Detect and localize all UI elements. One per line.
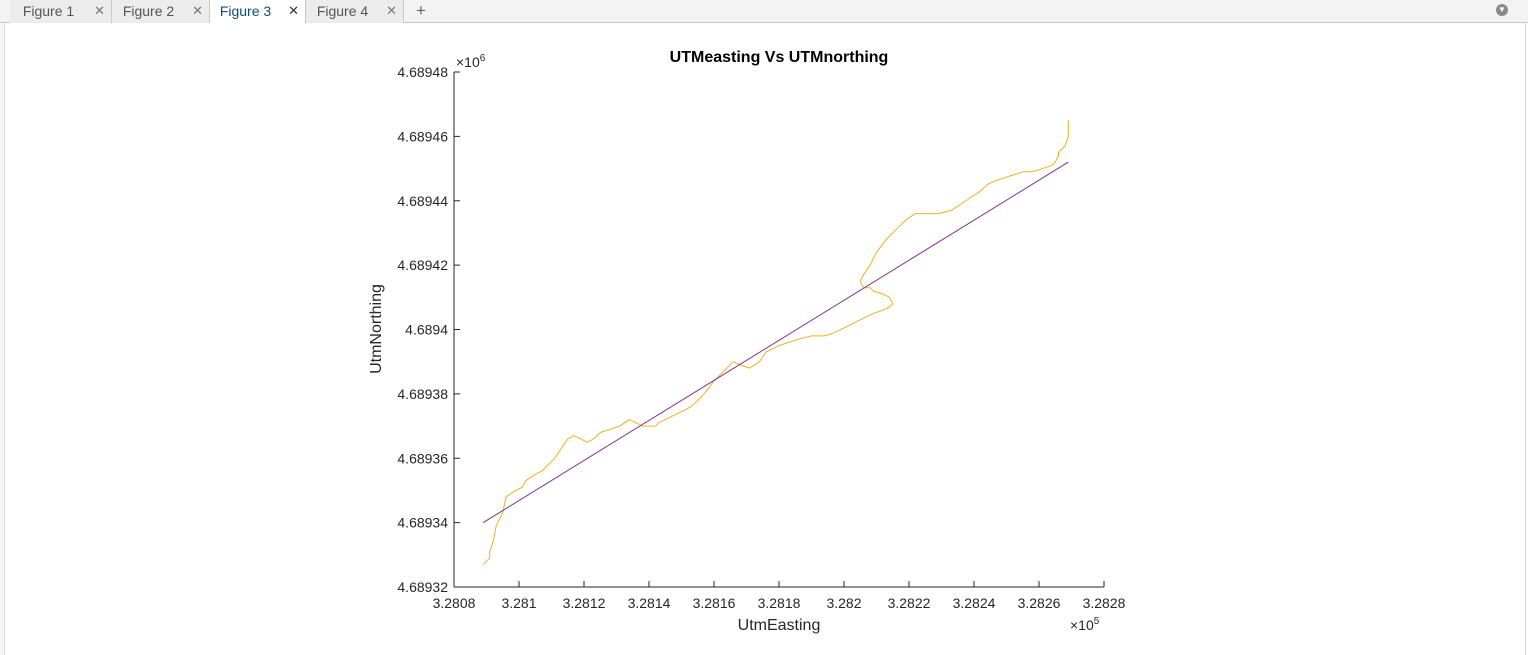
y-tick-label: 4.68936	[397, 450, 448, 466]
x-tick-label: 3.2814	[628, 595, 671, 611]
y-tick-label: 4.68946	[397, 128, 448, 144]
x-axis-multiplier-base: ×10	[1070, 617, 1094, 633]
y-axis-multiplier: ×106	[456, 53, 486, 70]
y-axis-multiplier-base: ×10	[456, 54, 480, 70]
y-tick-label: 4.68932	[397, 579, 448, 595]
tab-figure-2[interactable]: Figure 2 ✕	[112, 0, 210, 23]
x-tick-label: 3.281	[501, 595, 536, 611]
plus-icon[interactable]: +	[416, 1, 426, 20]
left-panel-edge	[0, 23, 5, 655]
close-icon[interactable]: ✕	[386, 3, 397, 18]
chevron-down-icon[interactable]: ▼	[1496, 4, 1508, 16]
tab-figure-4[interactable]: Figure 4 ✕	[306, 0, 404, 23]
x-tick-label: 3.2828	[1083, 595, 1126, 611]
y-axis-label: UtmNorthing	[368, 284, 385, 374]
x-tick-label: 3.2818	[758, 595, 801, 611]
y-tick-label: 4.68948	[397, 64, 448, 80]
close-icon[interactable]: ✕	[94, 3, 105, 18]
y-tick-label: 4.6894	[405, 322, 448, 338]
chart-title: UTMeasting Vs UTMnorthing	[670, 49, 889, 66]
series-line-track	[482, 120, 1069, 565]
tab-figure-1[interactable]: Figure 1 ✕	[10, 0, 112, 23]
x-tick-label: 3.2826	[1018, 595, 1061, 611]
x-tick-label: 3.2822	[888, 595, 931, 611]
close-icon[interactable]: ✕	[288, 3, 299, 18]
series-line-fit	[482, 161, 1069, 524]
tab-label: Figure 1	[22, 3, 75, 19]
x-tick-label: 3.2808	[433, 595, 476, 611]
y-tick-label: 4.68934	[397, 515, 448, 531]
right-panel-edge	[1525, 23, 1528, 655]
close-icon[interactable]: ✕	[192, 3, 203, 18]
y-tick-label: 4.68942	[397, 257, 448, 273]
y-tick-label: 4.68944	[397, 193, 448, 209]
x-tick-label: 3.2816	[693, 595, 736, 611]
y-tick-label: 4.68938	[397, 386, 448, 402]
tab-label: Figure 3	[219, 3, 272, 19]
figure-tab-bar: Figure 1 ✕ Figure 2 ✕ Figure 3 ✕ Figure …	[0, 0, 1528, 24]
tick-layer: 3.2808 3.281 3.2812 3.2814 3.2816 3.2818 3.282…	[397, 64, 1125, 611]
tab-label: Figure 4	[316, 3, 369, 19]
y-axis-multiplier-exponent: 6	[480, 53, 486, 64]
tab-label: Figure 2	[122, 3, 175, 19]
x-tick-label: 3.2824	[953, 595, 996, 611]
x-tick-label: 3.282	[826, 595, 861, 611]
x-axis-multiplier-exponent: 5	[1094, 616, 1100, 627]
x-axis-multiplier: ×105	[1070, 616, 1100, 633]
series-layer	[482, 120, 1069, 565]
tab-figure-3[interactable]: Figure 3 ✕	[210, 0, 306, 24]
x-axis-label: UtmEasting	[738, 617, 821, 634]
x-tick-label: 3.2812	[563, 595, 606, 611]
